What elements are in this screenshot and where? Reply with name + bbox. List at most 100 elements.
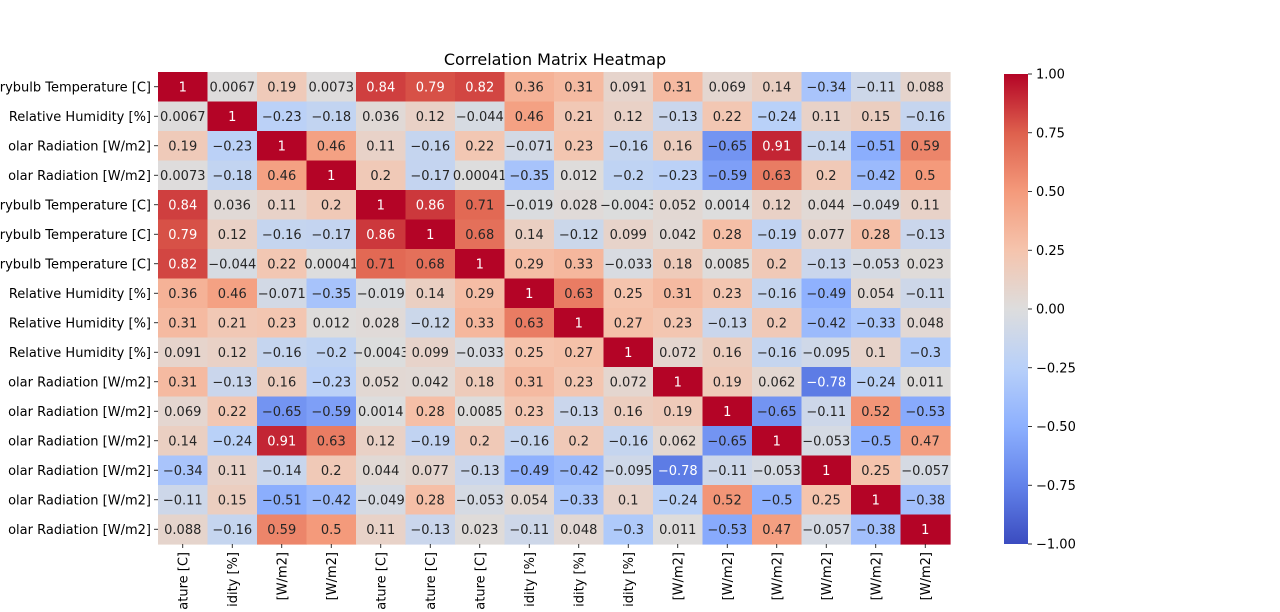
heatmap-cell bbox=[207, 396, 258, 427]
heatmap-cell bbox=[702, 514, 753, 545]
col-label: ature [C] bbox=[374, 552, 389, 610]
heatmap-cell bbox=[801, 396, 852, 427]
heatmap-cell bbox=[306, 514, 357, 545]
chart-title: Correlation Matrix Heatmap bbox=[444, 50, 666, 69]
heatmap-cell bbox=[405, 485, 456, 516]
cell-value-label: 1 bbox=[525, 287, 533, 302]
heatmap-cell bbox=[900, 455, 951, 486]
heatmap-cell bbox=[702, 190, 753, 221]
heatmap-cell bbox=[405, 249, 456, 280]
heatmap-cell bbox=[702, 485, 753, 516]
heatmap-cell bbox=[504, 426, 555, 457]
heatmap-cell bbox=[158, 396, 209, 427]
cell-value-label: 0.36 bbox=[168, 287, 197, 302]
cell-value-label: −0.3 bbox=[909, 346, 941, 361]
cell-value-label: 0.16 bbox=[713, 346, 742, 361]
heatmap-cell bbox=[653, 278, 704, 309]
cell-value-label: −0.34 bbox=[806, 80, 846, 95]
heatmap-cell bbox=[851, 485, 902, 516]
cell-value-label: −0.42 bbox=[559, 464, 599, 479]
cell-value-label: 0.29 bbox=[465, 287, 494, 302]
cell-value-label: −0.51 bbox=[262, 493, 302, 508]
heatmap-cell bbox=[603, 190, 654, 221]
heatmap-cell bbox=[207, 514, 258, 545]
heatmap-cell bbox=[356, 337, 407, 368]
cell-value-label: 0.79 bbox=[168, 228, 197, 243]
cell-value-label: 0.12 bbox=[218, 346, 247, 361]
cell-value-label: −0.13 bbox=[806, 257, 846, 272]
heatmap-cell bbox=[801, 101, 852, 132]
cell-value-label: −0.42 bbox=[806, 316, 846, 331]
cell-value-label: −0.51 bbox=[856, 139, 896, 154]
heatmap-cell bbox=[554, 367, 605, 398]
heatmap-cell bbox=[702, 249, 753, 280]
cell-value-label: −0.13 bbox=[905, 228, 945, 243]
heatmap-cell bbox=[455, 278, 506, 309]
heatmap-cell bbox=[306, 101, 357, 132]
cell-value-label: −0.095 bbox=[604, 464, 652, 479]
heatmap-cell bbox=[900, 278, 951, 309]
heatmap-cell bbox=[603, 219, 654, 250]
cell-value-label: −0.0043 bbox=[600, 198, 656, 213]
heatmap-cell bbox=[455, 337, 506, 368]
heatmap-cell bbox=[455, 455, 506, 486]
cell-value-label: 0.46 bbox=[267, 169, 296, 184]
cell-value-label: 0.11 bbox=[812, 110, 841, 125]
heatmap-cell bbox=[356, 455, 407, 486]
col-label: idity [%] bbox=[622, 552, 637, 607]
cell-value-label: −0.19 bbox=[757, 228, 797, 243]
heatmap-cell bbox=[158, 72, 209, 103]
cell-value-label: −0.24 bbox=[856, 375, 896, 390]
row-label: olar Radiation [W/m2] bbox=[8, 405, 151, 420]
cell-value-label: −0.16 bbox=[509, 434, 549, 449]
heatmap-cell bbox=[900, 190, 951, 221]
heatmap-cell bbox=[801, 308, 852, 339]
heatmap-cell bbox=[504, 72, 555, 103]
row-label: rybulb Temperature [C] bbox=[0, 198, 151, 213]
cell-value-label: −0.59 bbox=[707, 169, 747, 184]
heatmap-cell bbox=[257, 514, 308, 545]
cell-value-label: −0.23 bbox=[658, 169, 698, 184]
heatmap-cell bbox=[405, 455, 456, 486]
heatmap-cell bbox=[900, 367, 951, 398]
cell-value-label: 0.21 bbox=[564, 110, 593, 125]
cell-value-label: 0.31 bbox=[663, 80, 692, 95]
cell-value-label: 0.63 bbox=[515, 316, 544, 331]
cell-value-label: 0.25 bbox=[812, 493, 841, 508]
cell-value-label: −0.033 bbox=[456, 346, 504, 361]
cell-value-label: −0.16 bbox=[757, 287, 797, 302]
cell-value-label: 0.86 bbox=[366, 228, 395, 243]
cell-value-label: 0.2 bbox=[370, 169, 391, 184]
heatmap-cell bbox=[257, 160, 308, 191]
cell-value-label: 0.048 bbox=[907, 316, 944, 331]
cell-value-label: 0.71 bbox=[366, 257, 395, 272]
cell-value-label: 0.46 bbox=[317, 139, 346, 154]
cell-value-label: 0.2 bbox=[469, 434, 490, 449]
heatmap-cell bbox=[851, 308, 902, 339]
heatmap-cell bbox=[257, 396, 308, 427]
heatmap-cell bbox=[900, 72, 951, 103]
heatmap-cell bbox=[306, 426, 357, 457]
cell-value-label: 0.36 bbox=[515, 80, 544, 95]
cell-value-label: 0.23 bbox=[267, 316, 296, 331]
cell-value-label: −0.78 bbox=[806, 375, 846, 390]
cell-value-label: 1 bbox=[624, 346, 632, 361]
cell-value-label: 0.2 bbox=[766, 257, 787, 272]
cell-value-label: −0.13 bbox=[707, 316, 747, 331]
heatmap-cell bbox=[306, 131, 357, 162]
heatmap-cell bbox=[851, 131, 902, 162]
cell-value-label: 0.042 bbox=[412, 375, 449, 390]
heatmap-cell bbox=[306, 72, 357, 103]
cell-value-label: −0.59 bbox=[311, 405, 351, 420]
cell-value-label: −0.16 bbox=[608, 139, 648, 154]
cell-value-label: 0.0073 bbox=[160, 169, 206, 184]
heatmap-cell bbox=[801, 219, 852, 250]
cell-value-label: −0.11 bbox=[905, 287, 945, 302]
col-label: [W/m2] bbox=[275, 552, 290, 600]
col-label: [W/m2] bbox=[820, 552, 835, 600]
cell-value-label: −0.044 bbox=[456, 110, 504, 125]
heatmap-cell bbox=[405, 337, 456, 368]
heatmap-cell bbox=[603, 426, 654, 457]
heatmap-cell bbox=[405, 72, 456, 103]
cell-value-label: 0.091 bbox=[164, 346, 201, 361]
